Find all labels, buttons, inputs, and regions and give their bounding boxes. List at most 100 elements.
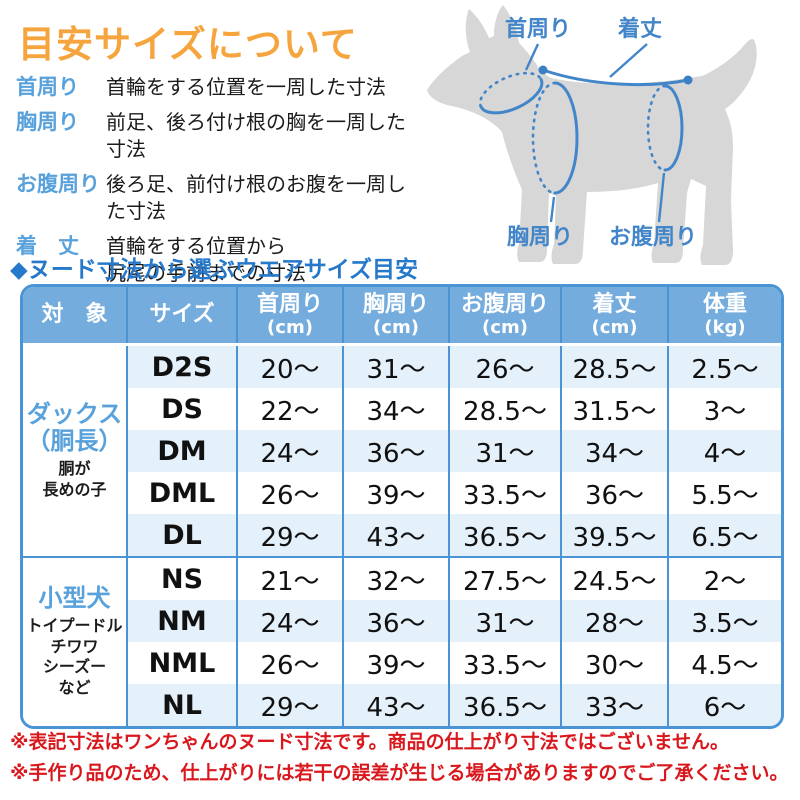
weight-value: 3.5〜 [667,600,781,642]
note-line: ※手作り品のため、仕上がりには若干の誤差が生じる場合がありますのでご了承ください… [10,762,789,785]
table-row-ns: 小型犬 トイプードル チワワ シーズー など NS 21〜 32〜 27.5〜 24.… [23,556,781,726]
table-row-ds: DS 22〜 34〜 28.5〜 31.5〜 3〜 [23,388,781,430]
chest-value: 34〜 [342,388,449,430]
footer-notes: ※表記寸法はワンちゃんのヌード寸法です。商品の仕上がり寸法ではございません。 ※… [10,727,798,790]
length-value: 34〜 [560,430,668,472]
chest-measure-ring [531,81,579,195]
legend-desc-belly: 後ろ足、前付け根のお腹を一周した寸法 [106,172,406,224]
neck-value: 29〜 [236,514,343,557]
dog-silhouette [427,5,757,265]
table-row-dml: DML 26〜 39〜 33.5〜 36〜 5.5〜 [23,472,781,514]
neck-value: 24〜 [236,600,343,642]
group-cell-dachshund: ダックス （胴長） 胴が 長めの子 [23,344,127,557]
header-target: 対 象 [23,287,127,346]
weight-value: 3〜 [667,388,781,430]
chest-value: 43〜 [342,684,449,726]
legend-term-chest: 胸周り [16,110,79,135]
weight-value: 4.5〜 [667,642,781,684]
chest-pointer-line [549,196,556,223]
header-neck: 首周り (cm) [236,287,343,346]
weight-value: 4〜 [667,430,781,472]
chest-value: 43〜 [342,514,449,557]
chest-value: 36〜 [342,430,449,472]
belly-value: 31〜 [448,430,561,472]
diagram-label-neck: 首周り [505,16,571,42]
belly-measure-ring [646,84,684,172]
chest-value: 32〜 [342,556,449,600]
weight-value: 6〜 [667,684,781,726]
page-title: 目安サイズについて [18,23,358,66]
size-code: NM [126,600,237,642]
diagram-label-length: 着丈 [617,16,662,42]
belly-pointer-line [657,172,666,223]
length-pointer-line [609,43,648,78]
chest-value: 36〜 [342,600,449,642]
back-length-line [538,65,693,87]
legend-desc-length: 首輪をする位置から 尻尾の手前までの寸法 [106,234,306,286]
size-code: DM [126,430,237,472]
neck-value: 21〜 [236,556,343,600]
belly-value: 33.5〜 [448,642,561,684]
measurement-legend: 首周り 首輪をする位置を一周した寸法 胸周り 前足、後ろ付け根の胸を一周した寸法… [16,74,416,287]
table-row-dm: DM 24〜 36〜 31〜 34〜 4〜 [23,430,781,472]
neck-value: 24〜 [236,430,343,472]
belly-value: 33.5〜 [448,472,561,514]
neck-value: 22〜 [236,388,343,430]
note-line: ※表記寸法はワンちゃんのヌード寸法です。商品の仕上がり寸法ではございません。 [10,731,730,753]
length-value: 36〜 [560,472,668,514]
legend-item-length: 着 丈 首輪をする位置から 尻尾の手前までの寸法 [16,233,416,287]
legend-item-belly: お腹周り 後ろ足、前付け根のお腹を一周した寸法 [16,171,416,225]
size-code: DL [126,514,237,557]
table-row-nml: NML 26〜 39〜 33.5〜 30〜 4.5〜 [23,642,781,684]
belly-value: 26〜 [448,344,561,388]
length-value: 30〜 [560,642,668,684]
size-code: DML [126,472,237,514]
legend-desc-neck: 首輪をする位置を一周した寸法 [106,75,386,99]
chest-value: 39〜 [342,472,449,514]
size-table: 対 象 サイズ 首周り (cm) 胸周り (cm) お腹周り (cm) 着丈 (cm) … [23,287,781,726]
header-size: サイズ [126,287,237,346]
legend-item-neck: 首周り 首輪をする位置を一周した寸法 [16,74,416,101]
size-table-container: 対 象 サイズ 首周り (cm) 胸周り (cm) お腹周り (cm) 着丈 (cm) … [20,284,784,729]
legend-term-neck: 首周り [16,75,79,99]
header-belly: お腹周り (cm) [448,287,561,346]
neck-value: 20〜 [236,344,343,388]
size-code: NL [126,684,237,726]
weight-value: 2〜 [667,556,781,600]
length-value: 31.5〜 [560,388,668,430]
chest-value: 39〜 [342,642,449,684]
belly-value: 27.5〜 [448,556,561,600]
neck-value: 29〜 [236,684,343,726]
header-weight: 体重 (kg) [667,287,781,346]
weight-value: 5.5〜 [667,472,781,514]
legend-item-chest: 胸周り 前足、後ろ付け根の胸を一周した寸法 [16,109,416,163]
neck-measure-ring [478,71,544,115]
length-value: 39.5〜 [560,514,668,557]
length-value: 24.5〜 [560,556,668,600]
table-row-dl: DL 29〜 43〜 36.5〜 39.5〜 6.5〜 [23,514,781,557]
size-code: D2S [126,344,237,388]
size-code: NS [126,556,237,600]
neck-value: 26〜 [236,642,343,684]
size-code: DS [126,388,237,430]
dog-measurement-diagram: 首周り 着丈 胸周り お腹周り [427,5,757,265]
group-cell-small-dog: 小型犬 トイプードル チワワ シーズー など [23,556,127,726]
chest-value: 31〜 [342,344,449,388]
belly-value: 36.5〜 [448,514,561,557]
legend-term-length: 着 丈 [16,234,79,259]
length-value: 33〜 [560,684,668,726]
weight-value: 6.5〜 [667,514,781,557]
diagram-label-belly: お腹周り [609,224,697,250]
length-value: 28.5〜 [560,344,668,388]
neck-pointer-line [524,43,540,71]
header-length: 着丈 (cm) [560,287,668,346]
table-row-d2s: ダックス （胴長） 胴が 長めの子 D2S 20〜 31〜 26〜 28.5〜 2.… [23,344,781,557]
belly-value: 28.5〜 [448,388,561,430]
table-row-nl: NL 29〜 43〜 36.5〜 33〜 6〜 [23,684,781,726]
diagram-label-chest: 胸周り [507,224,573,250]
size-code: NML [126,642,237,684]
section-heading: ◆ヌード寸法から選ぶウエアサイズ目安 [10,257,418,283]
neck-value: 26〜 [236,472,343,514]
legend-term-belly: お腹周り [16,172,100,197]
